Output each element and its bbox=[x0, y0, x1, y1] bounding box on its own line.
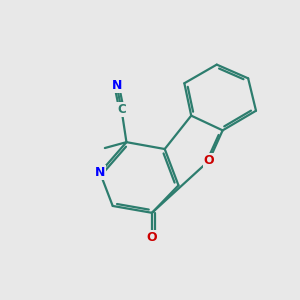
Text: N: N bbox=[111, 79, 122, 92]
Text: C: C bbox=[117, 103, 126, 116]
Text: N: N bbox=[95, 166, 105, 179]
Text: O: O bbox=[147, 231, 157, 244]
Text: O: O bbox=[204, 154, 214, 167]
